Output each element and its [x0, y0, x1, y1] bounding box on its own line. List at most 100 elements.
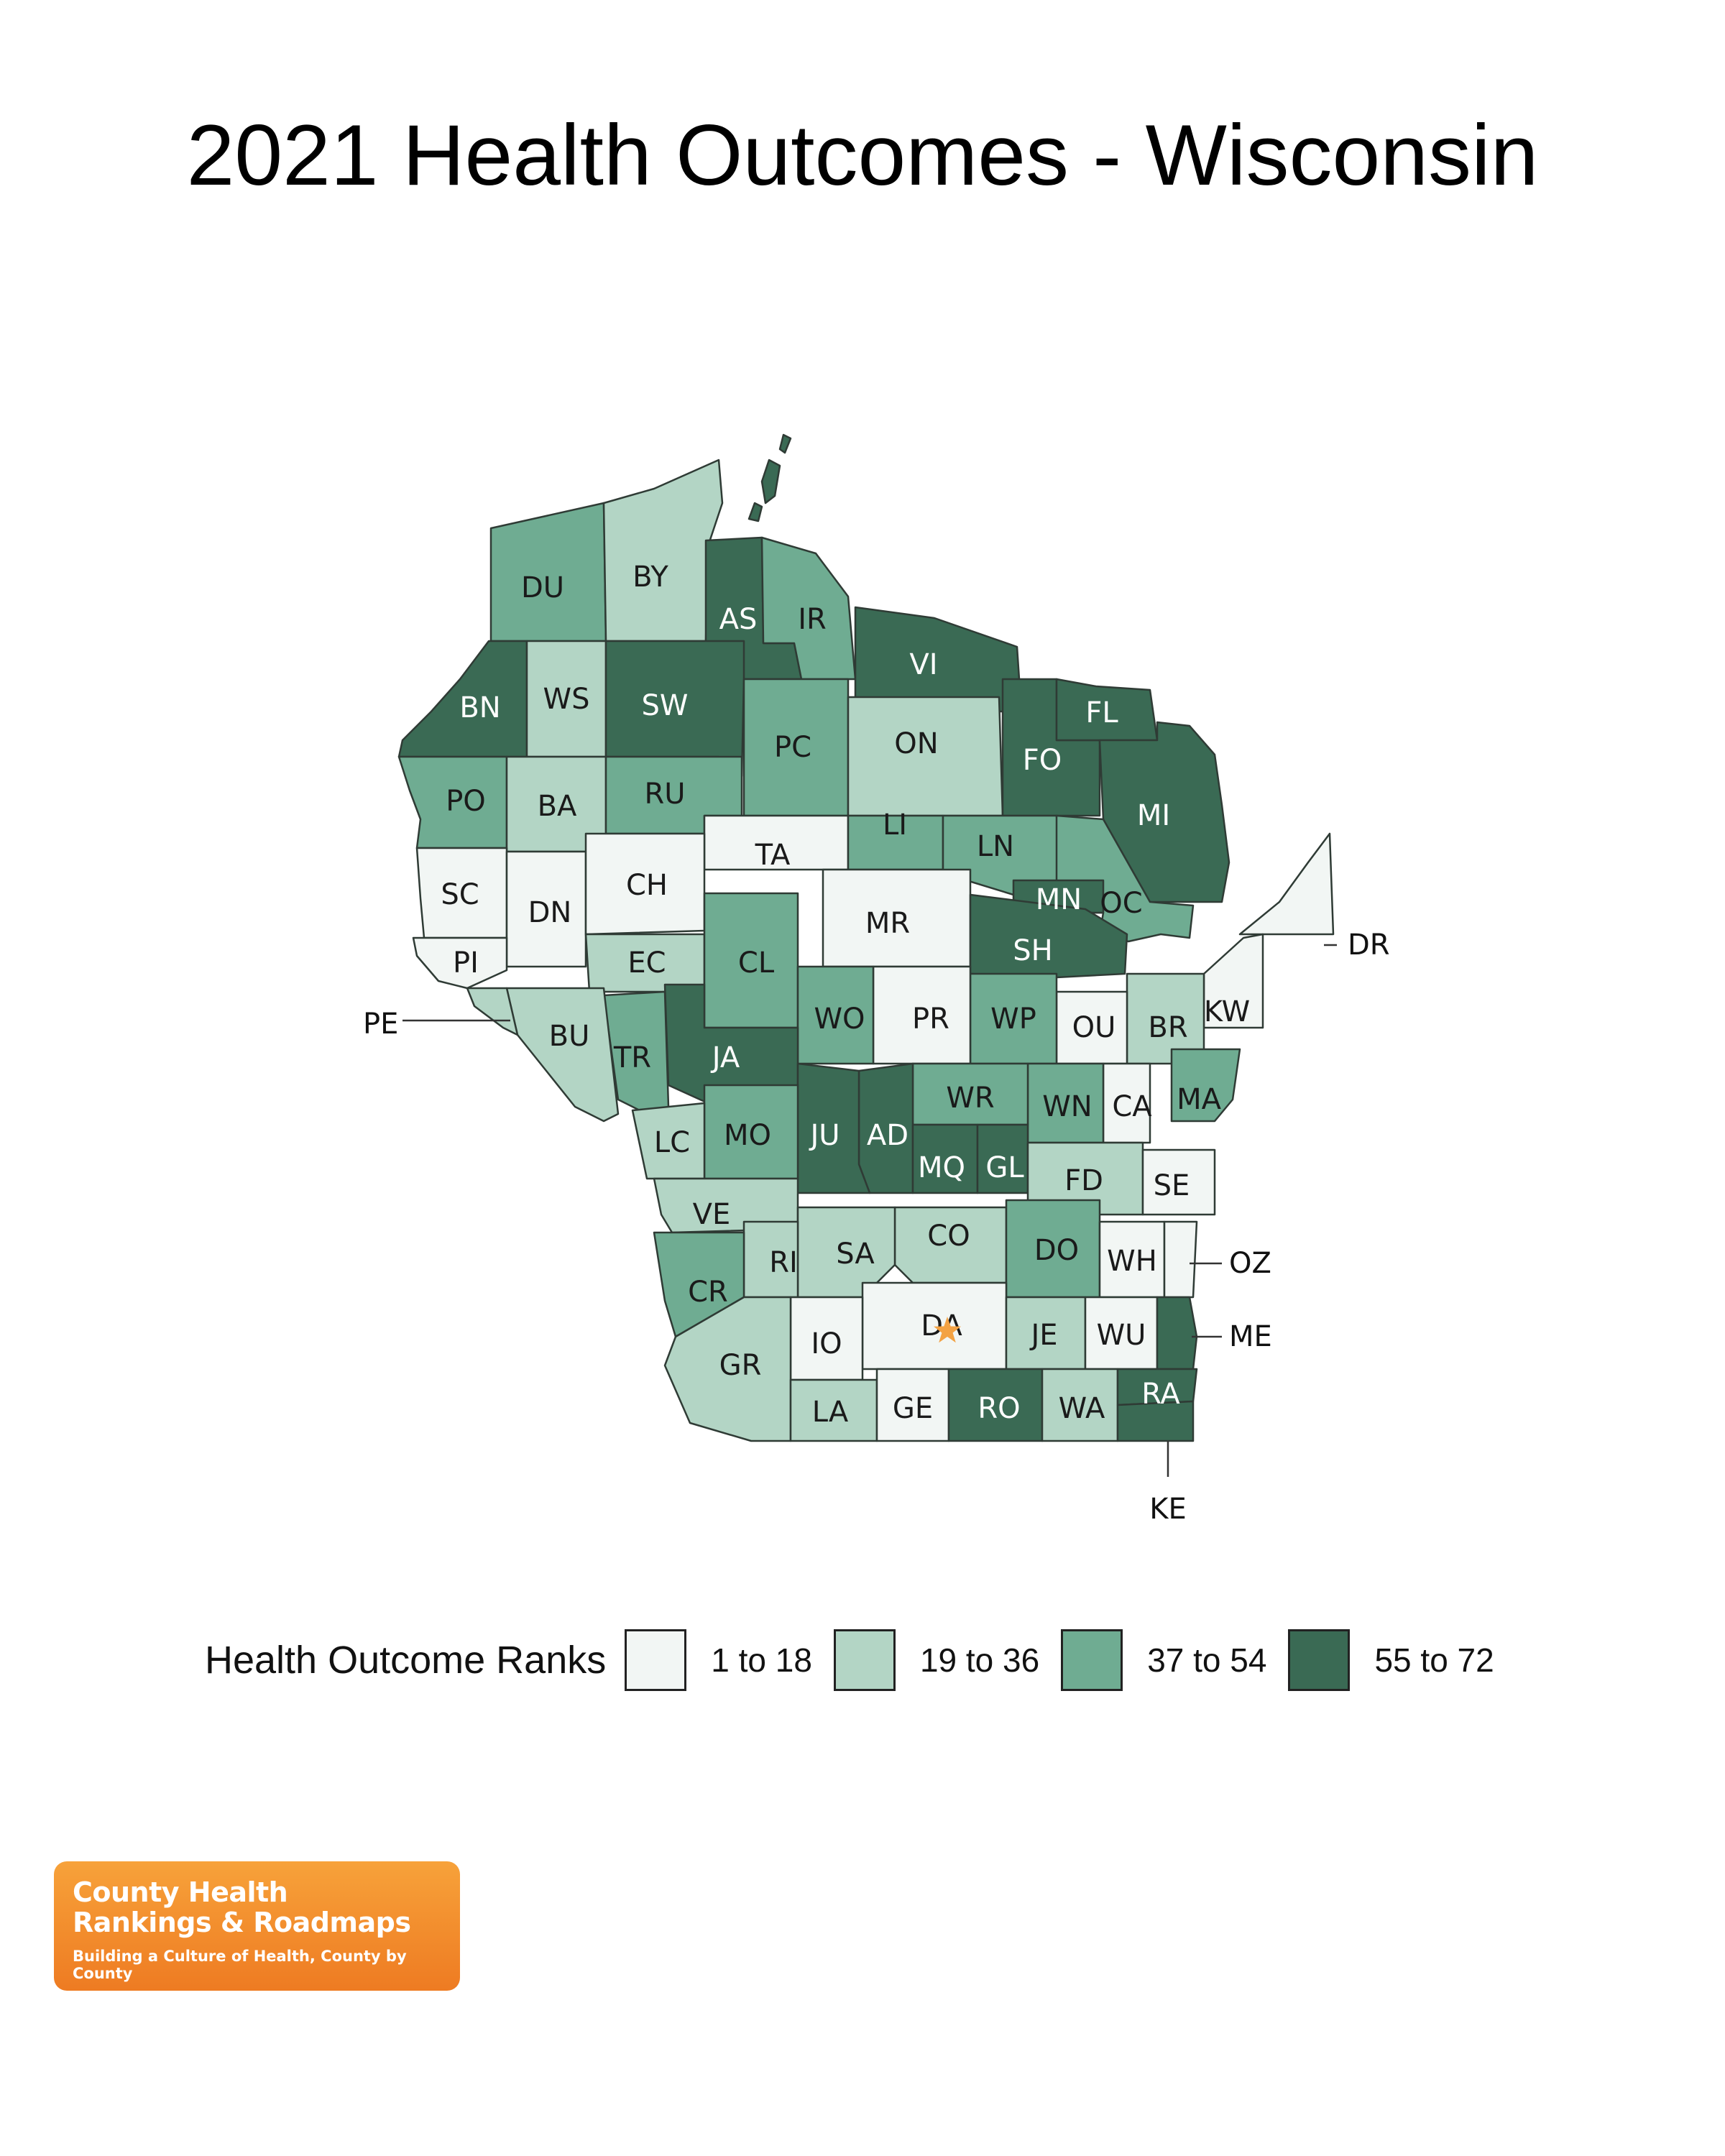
county-ve[interactable]	[653, 1177, 799, 1234]
county-label-ja: JA	[710, 1041, 740, 1074]
logo-tagline: Building a Culture of Health, County by …	[73, 1948, 407, 1982]
county-label-mi: MI	[1137, 799, 1170, 832]
county-label-by: BY	[632, 561, 668, 594]
county-label-cr: CR	[688, 1276, 728, 1309]
county-label-la: LA	[812, 1396, 849, 1429]
county-oz[interactable]	[1163, 1220, 1198, 1299]
county-by[interactable]	[602, 459, 724, 642]
county-label-wu: WU	[1097, 1319, 1146, 1352]
county-label-ro: RO	[978, 1392, 1020, 1425]
county-bu[interactable]	[505, 987, 620, 1123]
county-label-as: AS	[719, 603, 758, 636]
legend-label-4: 55 to 72	[1374, 1641, 1494, 1679]
county-label-me: ME	[1229, 1320, 1272, 1353]
county-label-sw: SW	[642, 689, 689, 722]
county-label-ke: KE	[1149, 1493, 1187, 1526]
county-label-mo: MO	[724, 1119, 771, 1152]
county-label-sa: SA	[836, 1238, 875, 1271]
island-2	[748, 502, 763, 522]
county-label-ru: RU	[644, 778, 685, 811]
county-label-oz: OZ	[1229, 1247, 1271, 1280]
county-label-on: ON	[894, 727, 938, 760]
legend-title: Health Outcome Ranks	[205, 1639, 607, 1682]
legend-swatch-4	[1288, 1629, 1351, 1691]
county-label-je: JE	[1029, 1319, 1057, 1352]
county-label-ch: CH	[626, 869, 668, 902]
legend-swatch-2	[833, 1629, 896, 1691]
county-label-ri: RI	[769, 1246, 798, 1279]
county-label-co: CO	[927, 1220, 970, 1253]
county-ke[interactable]	[1116, 1400, 1195, 1442]
county-label-ad: AD	[867, 1119, 908, 1152]
county-label-mq: MQ	[918, 1151, 965, 1184]
county-label-fo: FO	[1023, 744, 1062, 777]
county-label-lc: LC	[654, 1126, 690, 1159]
county-dr[interactable]	[1238, 832, 1335, 936]
county-label-io: IO	[811, 1327, 842, 1360]
county-se[interactable]	[1141, 1148, 1216, 1216]
county-label-ir: IR	[798, 603, 827, 636]
logo-line-2: Rankings & Roadmaps	[73, 1907, 411, 1938]
county-label-wo: WO	[814, 1003, 865, 1036]
county-label-ta: TA	[755, 839, 791, 872]
county-label-wn: WN	[1042, 1090, 1092, 1123]
county-label-vi: VI	[909, 648, 937, 681]
county-label-wa: WA	[1059, 1392, 1105, 1425]
chrr-logo: County Health Rankings & Roadmaps Buildi…	[54, 1861, 460, 1991]
county-label-gl: GL	[985, 1151, 1024, 1184]
county-label-mn: MN	[1036, 883, 1082, 916]
county-label-do: DO	[1034, 1234, 1079, 1267]
county-label-oc: OC	[1100, 887, 1142, 920]
legend-item-2: 19 to 36	[833, 1629, 1040, 1691]
county-gr[interactable]	[663, 1296, 792, 1442]
county-label-sc: SC	[441, 878, 479, 911]
county-label-kw: KW	[1204, 995, 1250, 1028]
county-label-se: SE	[1154, 1169, 1190, 1202]
legend-item-1: 1 to 18	[625, 1629, 812, 1691]
county-label-du: DU	[521, 571, 564, 604]
county-label-pi: PI	[453, 946, 479, 980]
island-3	[778, 433, 792, 454]
county-fl[interactable]	[1055, 678, 1159, 742]
legend-swatch-1	[625, 1629, 687, 1691]
county-label-br: BR	[1148, 1011, 1187, 1044]
legend-label-2: 19 to 36	[919, 1641, 1040, 1679]
county-label-dn: DN	[528, 896, 572, 929]
county-label-ma: MA	[1177, 1083, 1222, 1116]
county-label-ge: GE	[893, 1392, 933, 1425]
county-label-wr: WR	[946, 1082, 994, 1115]
county-label-li: LI	[883, 808, 907, 842]
county-label-wh: WH	[1107, 1245, 1157, 1278]
county-label-ec: EC	[627, 946, 666, 980]
county-label-ou: OU	[1072, 1011, 1116, 1044]
county-label-po: PO	[446, 785, 486, 818]
county-label-tr: TR	[613, 1041, 651, 1074]
legend: Health Outcome Ranks 1 to 18 19 to 36 37…	[205, 1628, 1516, 1692]
county-label-ra: RA	[1141, 1378, 1180, 1411]
county-ma[interactable]	[1170, 1048, 1241, 1123]
county-label-mr: MR	[865, 907, 910, 940]
county-label-cl: CL	[738, 946, 775, 980]
county-label-gr: GR	[719, 1349, 762, 1382]
county-label-bn: BN	[459, 691, 500, 724]
legend-label-3: 37 to 54	[1147, 1641, 1267, 1679]
star-icon	[934, 1317, 961, 1343]
county-label-pc: PC	[774, 731, 811, 764]
county-label-bu: BU	[549, 1020, 590, 1053]
county-label-dr: DR	[1348, 929, 1390, 962]
county-label-ln: LN	[977, 830, 1014, 863]
island-1	[760, 459, 781, 505]
county-dn[interactable]	[505, 850, 587, 968]
county-pe[interactable]	[466, 987, 519, 1036]
county-label-fd: FD	[1064, 1164, 1103, 1197]
county-label-sh: SH	[1013, 934, 1052, 967]
legend-item-4: 55 to 72	[1288, 1629, 1494, 1691]
county-me[interactable]	[1156, 1296, 1198, 1370]
county-label-ve: VE	[693, 1198, 731, 1231]
county-label-pe: PE	[363, 1008, 398, 1041]
legend-swatch-3	[1061, 1629, 1123, 1691]
wisconsin-county-map: DU BY AS IR VI BN WS SW PC ON FO FL MI PO BA RU TA LI LN OC…	[363, 433, 1390, 1526]
county-label-ws: WS	[543, 683, 590, 716]
county-label-ba: BA	[538, 790, 577, 823]
